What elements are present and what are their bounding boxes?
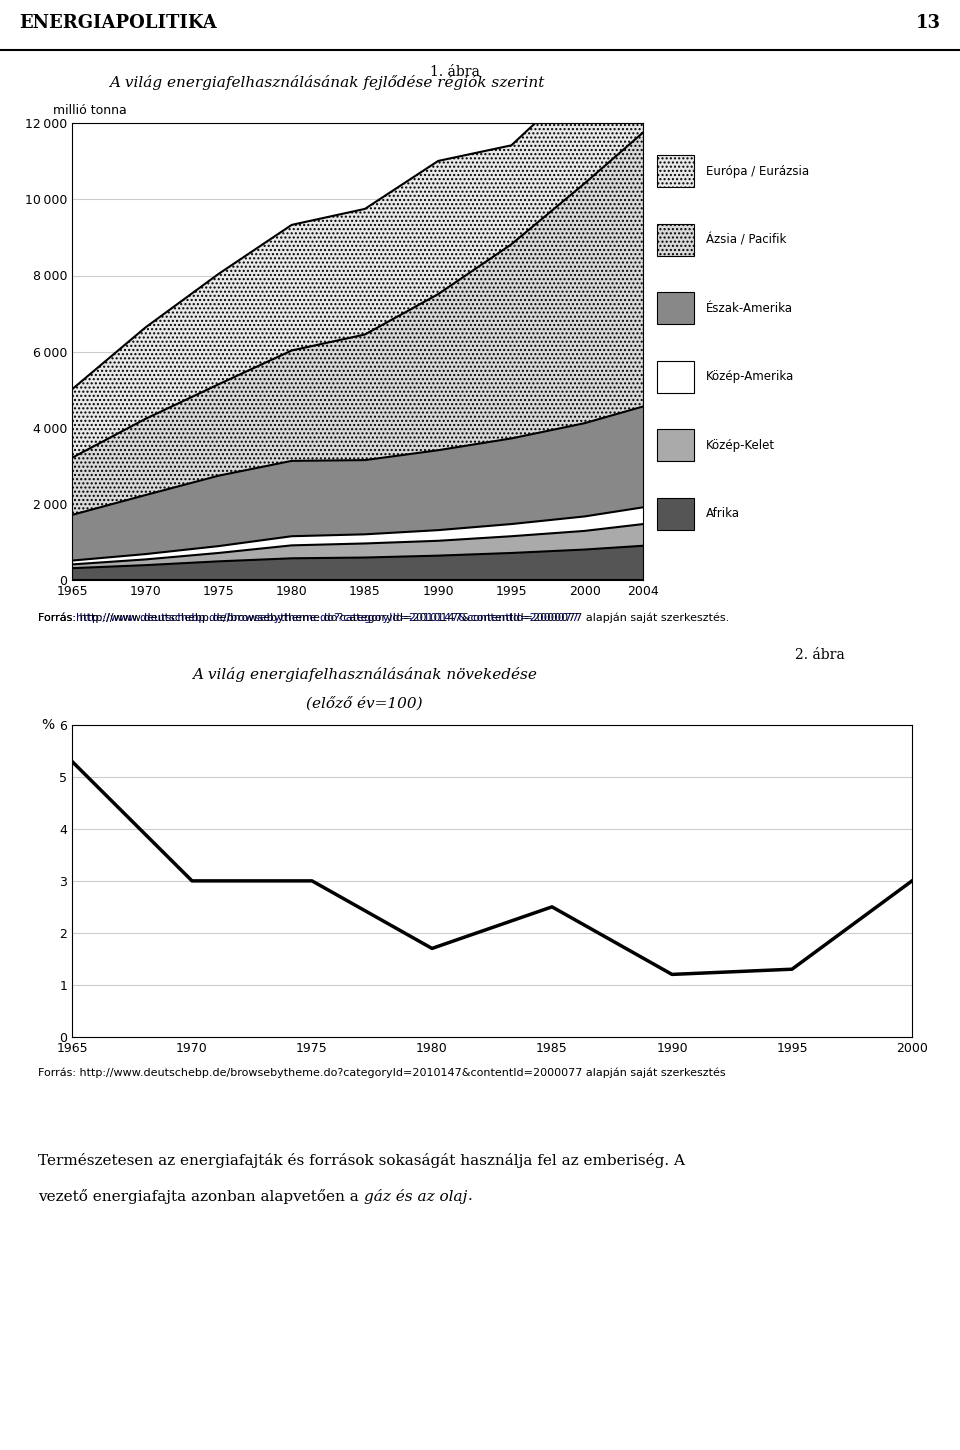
- FancyBboxPatch shape: [657, 223, 694, 255]
- FancyBboxPatch shape: [657, 293, 694, 325]
- Text: Forrás:: Forrás:: [38, 613, 80, 622]
- Text: Közép-Kelet: Közép-Kelet: [706, 439, 775, 452]
- Text: 2. ábra: 2. ábra: [795, 648, 845, 663]
- FancyBboxPatch shape: [657, 361, 694, 393]
- Text: A világ energiafelhasználásának fejlődése régiók szerint: A világ energiafelhasználásának fejlődés…: [108, 75, 544, 90]
- Text: ENERGIAPOLITIKA: ENERGIAPOLITIKA: [19, 14, 217, 32]
- Text: Forrás: http://www.deutschebp.de/browsebytheme.do?categoryId=2010147&contentId=2: Forrás: http://www.deutschebp.de/browseb…: [38, 1067, 726, 1079]
- Text: A világ energiafelhasználásának növekedése: A világ energiafelhasználásának növekedé…: [192, 667, 538, 681]
- Text: Természetesen az energiafajták és források sokaságát használja fel az emberiség.: Természetesen az energiafajták és forrás…: [38, 1153, 685, 1167]
- FancyBboxPatch shape: [657, 497, 694, 529]
- Text: %: %: [41, 718, 55, 732]
- Text: Afrika: Afrika: [706, 507, 739, 521]
- Text: vezető energiafajta azonban alapvetően a: vezető energiafajta azonban alapvetően a: [38, 1189, 364, 1204]
- Text: 13: 13: [916, 14, 941, 32]
- Text: 1. ábra: 1. ábra: [430, 65, 480, 80]
- FancyBboxPatch shape: [657, 429, 694, 461]
- Text: .: .: [468, 1189, 472, 1204]
- Text: Forrás: http://www.deutschebp.de/browsebytheme.do?categoryId=2010147&contentId=2: Forrás: http://www.deutschebp.de/browseb…: [38, 612, 730, 624]
- Text: Európa / Eurázsia: Európa / Eurázsia: [706, 165, 808, 178]
- FancyBboxPatch shape: [657, 155, 694, 187]
- Text: (előző év=100): (előző év=100): [306, 696, 423, 710]
- Text: Észak-Amerika: Észak-Amerika: [706, 302, 793, 315]
- Text: Ázsia / Pacifik: Ázsia / Pacifik: [706, 233, 786, 247]
- Text: http://www.deutschebp.de/browsebytheme.do?categoryId=2010147&contentId=2000077 a: http://www.deutschebp.de/browsebytheme.d…: [76, 612, 726, 624]
- Text: http://www.deutschebp.de/browsebytheme.do?categoryId=2010147&contentId=2000077: http://www.deutschebp.de/browsebytheme.d…: [76, 613, 579, 622]
- Text: millió tonna: millió tonna: [53, 104, 127, 116]
- Text: gáz és az olaj: gáz és az olaj: [364, 1189, 468, 1204]
- Text: Közép-Amerika: Közép-Amerika: [706, 370, 794, 383]
